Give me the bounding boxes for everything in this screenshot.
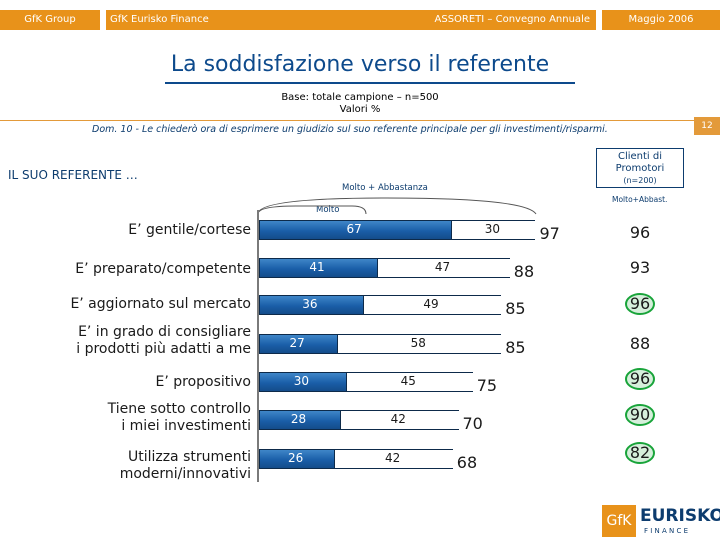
event-label: ASSORETI – Convegno Annuale [226, 10, 596, 30]
bar-2 [259, 295, 503, 315]
abbastanza-value-1: 47 [434, 260, 451, 274]
molto-value-4: 30 [293, 374, 310, 388]
total-value-4: 75 [476, 376, 498, 395]
bar-5 [259, 410, 460, 430]
row-label-1: E’ preparato/competente [75, 261, 251, 277]
clienti-highlight-5 [625, 404, 655, 426]
total-value-2: 85 [505, 299, 526, 318]
bar-abbastanza-6 [334, 450, 454, 468]
total-value-5: 70 [462, 414, 483, 433]
legend-total: Molto + Abbastanza [342, 183, 428, 193]
bar-1 [259, 258, 511, 278]
molto-value-0: 67 [346, 222, 362, 236]
page-number: 12 [694, 117, 720, 135]
bar-abbastanza-5 [339, 411, 460, 429]
row-label-4: E’ propositivo [155, 374, 251, 390]
bar-molto-6 [260, 450, 335, 468]
clienti-value-0: 96 [629, 223, 651, 242]
bar-molto-1 [260, 259, 377, 277]
header-bar: GfK Group GfK Eurisko Finance ASSORETI –… [0, 0, 720, 40]
total-value-0: 97 [539, 224, 560, 243]
question-text: Dom. 10 - Le chiederò ora di esprimere u… [92, 124, 608, 135]
abbastanza-value-2: 49 [423, 297, 439, 311]
brand-label: GfK Group [0, 10, 100, 30]
legend-molto: Molto [316, 205, 340, 215]
clienti-value-1: 93 [629, 258, 651, 277]
title-underline [165, 82, 575, 84]
bar-4 [259, 372, 474, 392]
bar-abbastanza-2 [362, 296, 503, 314]
total-value-6: 68 [456, 453, 478, 472]
company-label: GfK Eurisko Finance [106, 10, 226, 30]
molto-value-2: 36 [302, 297, 318, 311]
bar-0 [259, 220, 537, 240]
total-value-1: 88 [513, 262, 535, 281]
clienti-value-4: 96 [629, 369, 651, 388]
clienti-value-6: 82 [629, 443, 651, 462]
clienti-title-2: Promotori [615, 163, 665, 174]
bar-6 [259, 449, 454, 469]
molto-value-5: 28 [290, 412, 307, 426]
abbastanza-value-0: 30 [484, 222, 500, 236]
clienti-n: (n=200) [623, 176, 657, 185]
gfk-eurisko-logo: GfK EURISKO F I N A N C E [600, 503, 720, 539]
row-label-3: E’ in grado di consigliare i prodotti più… [76, 324, 251, 357]
clienti-promotori-box: Clienti di Promotori (n=200) [596, 148, 684, 188]
clienti-highlight-6 [625, 442, 655, 464]
row-label-6: Utilizza strumenti moderni/innovativi [119, 449, 251, 482]
bar-molto-4 [260, 373, 346, 391]
abbastanza-value-6: 42 [384, 451, 401, 465]
bar-abbastanza-4 [345, 373, 474, 391]
total-value-3: 85 [505, 338, 526, 357]
molto-value-3: 27 [289, 336, 305, 350]
base-text: Base: totale campione – n=500 [281, 92, 439, 103]
values-text: Valori % [339, 104, 381, 115]
bar-molto-0 [260, 221, 451, 239]
bar-molto-5 [260, 411, 340, 429]
chart-axis [257, 210, 259, 482]
section-label: IL SUO REFERENTE … [8, 168, 138, 182]
bar-abbastanza-1 [376, 259, 511, 277]
row-label-5: Tiene sotto controllo i miei investimenti [107, 401, 251, 434]
abbastanza-value-3: 58 [410, 336, 426, 350]
bar-molto-2 [260, 296, 363, 314]
clienti-value-2: 96 [629, 294, 651, 313]
abbastanza-value-4: 45 [400, 374, 416, 388]
legend-bracket [257, 197, 537, 215]
abbastanza-value-5: 42 [390, 412, 406, 426]
bar-3 [259, 334, 503, 354]
page-title: La soddisfazione verso il referente [170, 52, 550, 77]
separator-line [0, 120, 694, 121]
molto-value-6: 26 [288, 451, 304, 465]
clienti-title-1: Clienti di [617, 151, 663, 162]
bar-abbastanza-0 [450, 221, 537, 239]
clienti-value-3: 88 [629, 334, 651, 353]
row-label-2: E’ aggiornato sul mercato [70, 296, 251, 312]
clienti-highlight-2 [625, 293, 655, 315]
bar-molto-3 [260, 335, 337, 353]
row-label-0: E’ gentile/cortese [128, 222, 251, 238]
clienti-highlight-4 [625, 368, 655, 390]
clienti-subheader: Molto+Abbast. [612, 195, 668, 204]
clienti-value-5: 90 [629, 405, 651, 424]
bar-abbastanza-3 [336, 335, 503, 353]
date-label: Maggio 2006 [602, 10, 720, 30]
molto-value-1: 41 [309, 260, 325, 274]
